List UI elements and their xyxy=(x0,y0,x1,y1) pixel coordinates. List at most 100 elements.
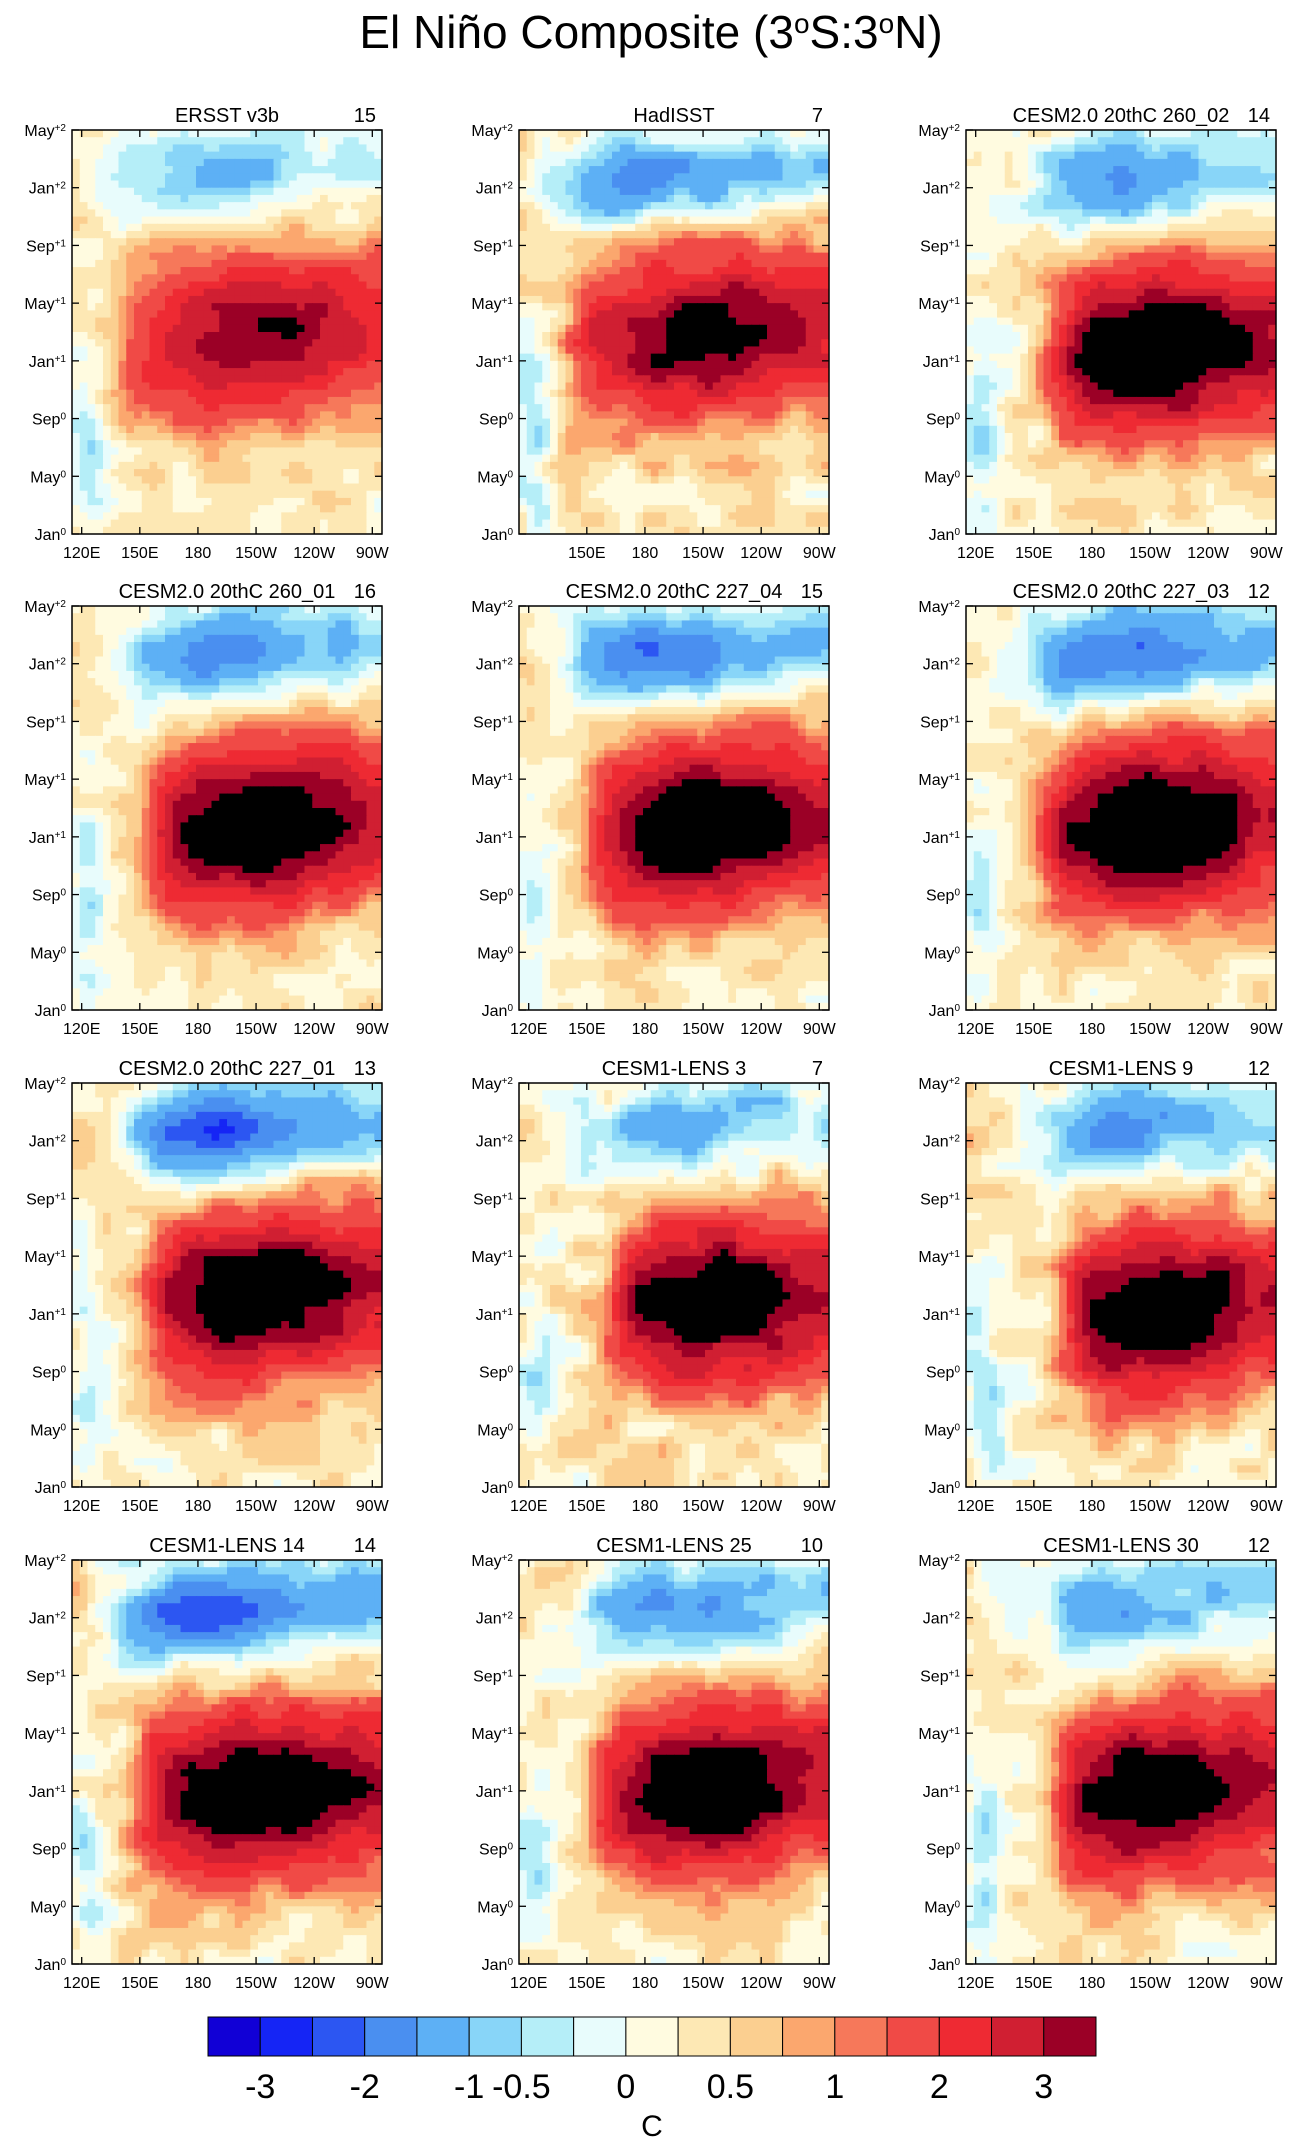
heat-cell xyxy=(596,360,605,369)
heat-cell xyxy=(1268,166,1276,174)
heat-cell xyxy=(666,144,675,153)
heat-cell xyxy=(596,209,605,218)
heat-cell xyxy=(534,202,543,210)
heat-cell xyxy=(242,440,251,449)
heat-cell xyxy=(219,454,228,463)
heat-cell xyxy=(172,433,182,441)
heat-cell xyxy=(242,497,251,506)
heat-cell xyxy=(643,194,652,203)
heat-cell xyxy=(557,324,567,333)
heat-cell xyxy=(118,505,127,513)
heat-cell xyxy=(712,346,722,355)
heat-cell xyxy=(526,512,536,521)
heat-cell xyxy=(981,202,990,210)
heat-cell xyxy=(542,324,551,333)
heat-cell xyxy=(557,194,567,203)
heat-cell xyxy=(358,454,368,463)
heat-cell xyxy=(1051,151,1060,160)
heat-cell xyxy=(103,223,112,232)
heat-cell xyxy=(557,433,567,441)
heat-cell xyxy=(281,454,290,463)
heat-cell xyxy=(165,389,174,398)
heat-cell xyxy=(188,274,197,283)
heat-cell xyxy=(211,158,220,167)
heat-cell xyxy=(604,461,613,470)
heat-cell xyxy=(782,180,791,189)
heat-cell xyxy=(712,461,722,470)
heat-cell xyxy=(712,353,722,362)
heat-cell xyxy=(705,526,714,534)
heat-cell xyxy=(335,346,344,355)
heat-cell xyxy=(87,382,96,391)
heat-cell xyxy=(736,288,745,297)
heat-cell xyxy=(565,339,574,348)
heat-cell xyxy=(573,425,582,434)
heat-cell xyxy=(712,281,722,290)
heat-cell xyxy=(188,512,197,521)
x-tick-label: 90W xyxy=(356,545,390,562)
heat-cell xyxy=(165,303,174,311)
heat-cell xyxy=(573,389,582,398)
heat-cell xyxy=(203,375,213,384)
heat-cell xyxy=(697,173,706,182)
heat-cell xyxy=(227,454,236,463)
heat-cell xyxy=(643,324,652,333)
heat-cell xyxy=(327,519,337,528)
heat-cell xyxy=(327,209,337,218)
heat-cell xyxy=(242,166,251,174)
heat-cell xyxy=(519,180,528,189)
heat-cell xyxy=(604,187,613,196)
heat-cell xyxy=(304,461,313,470)
heat-cell xyxy=(211,209,220,218)
heat-cell xyxy=(95,519,104,528)
heat-cell xyxy=(242,353,251,362)
heat-cell xyxy=(103,433,112,441)
heat-cell xyxy=(103,440,112,449)
heat-cell xyxy=(767,404,776,412)
heat-cell xyxy=(1152,187,1161,196)
heat-cell xyxy=(312,476,321,485)
heat-cell xyxy=(728,252,737,261)
heat-cell xyxy=(743,252,753,261)
heat-cell xyxy=(697,202,706,210)
heat-cell xyxy=(343,245,352,254)
heat-cell xyxy=(1004,144,1014,153)
heat-cell xyxy=(258,382,267,391)
heat-cell xyxy=(165,469,174,477)
heat-cell xyxy=(304,404,313,412)
heat-cell xyxy=(604,469,613,477)
heat-cell xyxy=(196,375,205,384)
heat-cell xyxy=(650,469,660,477)
heat-cell xyxy=(374,194,382,203)
heat-cell xyxy=(165,404,174,412)
heat-cell xyxy=(658,158,667,167)
heat-cell xyxy=(180,497,189,506)
heat-cell xyxy=(281,274,290,283)
heat-cell xyxy=(1035,158,1045,167)
heat-cell xyxy=(728,433,737,441)
heat-cell xyxy=(134,180,143,189)
heat-cell xyxy=(674,317,683,326)
heat-cell xyxy=(798,209,807,218)
heat-cell xyxy=(87,180,96,189)
heat-cell xyxy=(997,187,1006,196)
heat-cell xyxy=(118,245,127,254)
heat-cell xyxy=(720,194,729,203)
heat-cell xyxy=(157,389,166,398)
heat-cell xyxy=(374,216,382,225)
heat-cell xyxy=(697,194,706,203)
heat-cell xyxy=(1097,202,1107,210)
heat-cell xyxy=(966,173,975,182)
heat-cell xyxy=(335,216,344,225)
heat-cell xyxy=(588,469,598,477)
heat-cell xyxy=(1252,166,1262,174)
heat-cell xyxy=(689,440,698,449)
heat-cell xyxy=(767,324,776,333)
heat-cell xyxy=(798,411,807,420)
heat-cell xyxy=(689,454,698,463)
heat-cell xyxy=(304,137,313,146)
heat-cell xyxy=(650,151,660,160)
heat-cell xyxy=(534,396,543,405)
heat-cell xyxy=(172,281,182,290)
heat-cell xyxy=(550,267,559,275)
